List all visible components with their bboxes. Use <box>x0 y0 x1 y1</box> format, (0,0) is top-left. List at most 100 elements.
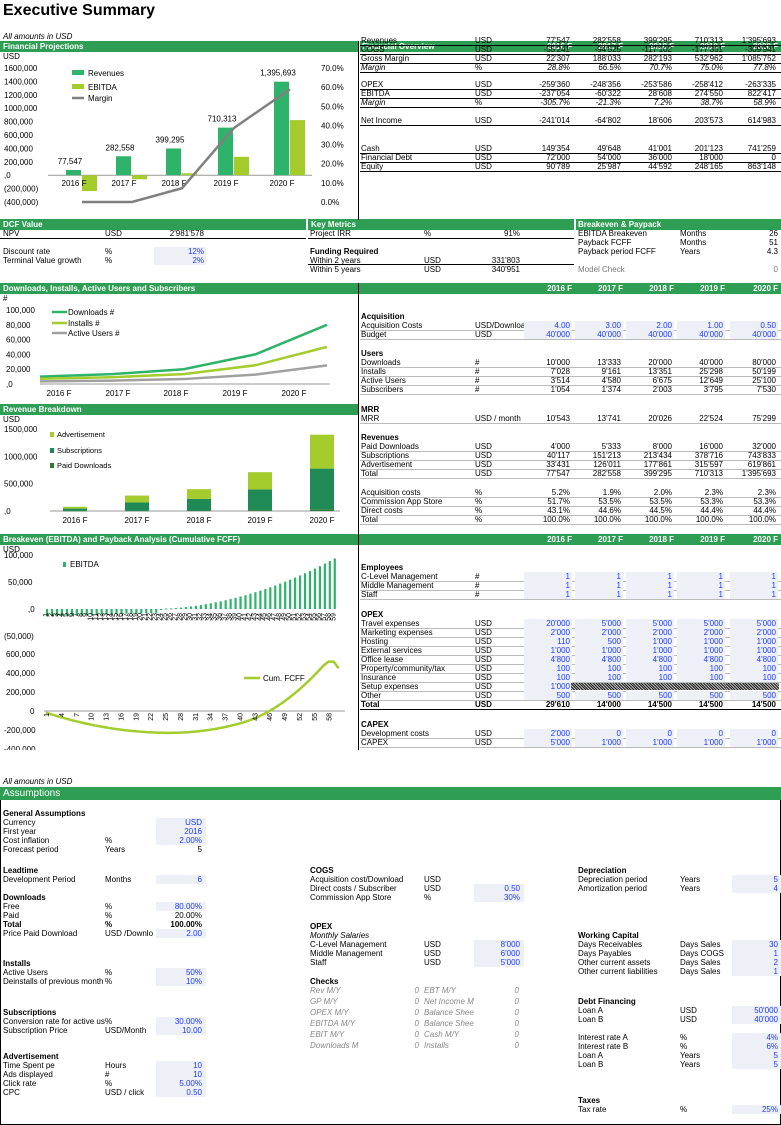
cell[interactable]: 100 <box>658 664 672 673</box>
cell[interactable]: 4'800 <box>703 655 723 664</box>
cell[interactable]: 1'000 <box>550 646 570 655</box>
cell[interactable]: 3.00 <box>605 321 621 330</box>
cell[interactable]: 1'000 <box>756 637 776 646</box>
assumption-value[interactable]: 6% <box>766 1042 778 1051</box>
cell[interactable]: 4'800 <box>756 655 776 664</box>
cell[interactable]: 5'000 <box>756 619 776 628</box>
assumption-value[interactable]: 10 <box>193 1070 202 1079</box>
assumption-value[interactable]: 4 <box>773 884 778 893</box>
assumption-value[interactable]: 50% <box>185 968 202 977</box>
assumption-value[interactable]: 5'000 <box>500 958 520 967</box>
cell[interactable]: 1 <box>771 581 776 590</box>
cell[interactable]: 2'000 <box>756 628 776 637</box>
assumption-value[interactable]: 10% <box>185 977 202 986</box>
cell[interactable]: 0 <box>616 729 621 738</box>
cell[interactable]: 1 <box>565 581 570 590</box>
assumption-value[interactable]: 1 <box>773 949 778 958</box>
cell[interactable]: 500 <box>556 691 570 700</box>
assumption-value[interactable]: 0.50 <box>186 1088 202 1097</box>
cell[interactable]: 5'000 <box>601 619 621 628</box>
cell[interactable]: 40'000 <box>546 330 570 339</box>
cell[interactable]: 1'000 <box>703 637 723 646</box>
cell[interactable]: 2'000 <box>601 628 621 637</box>
assumption-value[interactable]: 2.00 <box>186 929 202 938</box>
cell[interactable]: 40'000 <box>699 330 723 339</box>
cell[interactable]: 500 <box>762 691 776 700</box>
cell[interactable]: 2.00 <box>656 321 672 330</box>
cell[interactable]: 0 <box>667 729 672 738</box>
cell[interactable]: 40'000 <box>752 330 776 339</box>
cell[interactable]: 1 <box>616 572 621 581</box>
cell[interactable]: 40'000 <box>648 330 672 339</box>
assumption-value[interactable]: 10.00 <box>181 1026 202 1035</box>
assumption-value[interactable]: 6 <box>197 875 202 884</box>
cell[interactable]: 5'000 <box>703 619 723 628</box>
cell[interactable]: 2'000 <box>703 628 723 637</box>
assumption-value[interactable]: 30 <box>769 940 778 949</box>
assumption-value[interactable]: 10 <box>193 1061 202 1070</box>
cell[interactable]: 110 <box>557 637 570 646</box>
assumption-value[interactable]: 25% <box>761 1105 778 1114</box>
cell[interactable]: 100 <box>556 664 570 673</box>
cell[interactable]: 2'000 <box>652 628 672 637</box>
cell[interactable]: 5'000 <box>550 738 570 747</box>
assumption-value[interactable]: 4% <box>766 1033 778 1042</box>
cell[interactable]: 1 <box>616 590 621 599</box>
assumption-value[interactable]: 40'000 <box>754 1015 778 1024</box>
assumption-value[interactable]: USD <box>185 818 202 827</box>
cell[interactable]: 4.00 <box>554 321 570 330</box>
cell[interactable]: 500 <box>658 691 672 700</box>
cell[interactable]: 1 <box>771 572 776 581</box>
cell[interactable]: 100 <box>709 673 723 682</box>
cell[interactable]: 1'000 <box>756 646 776 655</box>
cell[interactable]: 1 <box>667 572 672 581</box>
cell[interactable]: 4'800 <box>652 655 672 664</box>
assumption-value[interactable]: 30% <box>503 893 520 902</box>
cell[interactable]: 20'000 <box>546 619 570 628</box>
cell[interactable]: 1.00 <box>707 321 723 330</box>
cell[interactable]: 1'000 <box>550 682 570 691</box>
assumption-value[interactable]: 2 <box>773 958 778 967</box>
cell[interactable]: 500 <box>607 637 621 646</box>
cell[interactable]: 0 <box>718 729 723 738</box>
assumption-value[interactable]: 5 <box>773 1051 778 1060</box>
cell[interactable]: 2'000 <box>550 729 570 738</box>
cell[interactable]: 0 <box>771 729 776 738</box>
cell[interactable]: 1'000 <box>652 637 672 646</box>
cell[interactable]: 1 <box>718 581 723 590</box>
cell[interactable]: 40'000 <box>597 330 621 339</box>
cell[interactable]: 2'000 <box>550 628 570 637</box>
cell[interactable]: 1 <box>616 581 621 590</box>
assumption-value[interactable]: 8'000 <box>500 940 520 949</box>
terminal-growth-input[interactable]: 2% <box>192 256 204 265</box>
cell[interactable]: 1'000 <box>703 646 723 655</box>
cell[interactable]: 100 <box>762 673 776 682</box>
cell[interactable]: 0.50 <box>760 321 776 330</box>
assumption-value[interactable]: 5.00% <box>179 1079 202 1088</box>
cell[interactable]: 100 <box>607 673 621 682</box>
cell[interactable]: 1'000 <box>652 738 672 747</box>
cell[interactable]: 1 <box>565 572 570 581</box>
assumption-value[interactable]: 30.00% <box>174 1017 202 1026</box>
cell[interactable]: 100 <box>607 664 621 673</box>
cell[interactable]: 1 <box>667 581 672 590</box>
cell[interactable]: 1'000 <box>652 646 672 655</box>
cell[interactable]: 1'000 <box>756 738 776 747</box>
cell[interactable]: 4'800 <box>601 655 621 664</box>
assumption-value[interactable]: 80.00% <box>174 902 202 911</box>
cell[interactable]: 500 <box>709 691 723 700</box>
assumption-value[interactable]: 2.00% <box>179 836 202 845</box>
cell[interactable]: 100 <box>762 664 776 673</box>
assumption-value[interactable]: 5 <box>773 1060 778 1069</box>
assumption-value[interactable]: 0.50 <box>504 884 520 893</box>
cell[interactable]: 5'000 <box>652 619 672 628</box>
assumption-value[interactable]: 6'000 <box>500 949 520 958</box>
cell[interactable]: 1 <box>771 590 776 599</box>
cell[interactable]: 1 <box>718 572 723 581</box>
assumption-value[interactable]: 5 <box>773 875 778 884</box>
cell[interactable]: 1'000 <box>601 738 621 747</box>
cell[interactable]: 1'000 <box>601 646 621 655</box>
assumption-value[interactable]: 1 <box>773 967 778 976</box>
cell[interactable]: 1'000 <box>703 738 723 747</box>
discount-rate-input[interactable]: 12% <box>187 247 204 256</box>
